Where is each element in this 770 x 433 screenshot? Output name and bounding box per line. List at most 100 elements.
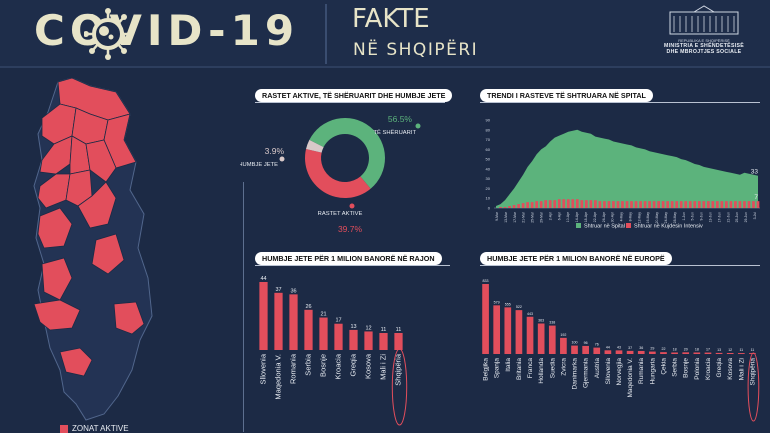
bar	[649, 351, 656, 354]
icu-bar	[729, 201, 733, 208]
title-underline	[480, 102, 760, 103]
highlight-ring	[747, 352, 760, 422]
area-chart: 0 10 20 30 40 50 60 70 80 90 33 7 9-Mar 13-Mar 17-Mar 2…	[486, 118, 760, 230]
donut-percent-label: 39.7%	[338, 224, 363, 234]
icu-bar	[539, 201, 543, 208]
icu-bar	[598, 201, 602, 208]
icu-bar	[711, 201, 715, 208]
bar-value-label: 443	[527, 312, 533, 316]
section-divider	[243, 182, 244, 432]
x-tick-label: 29-Jun	[744, 212, 748, 222]
icu-bar	[715, 201, 719, 208]
bar-value-label: 11	[396, 327, 402, 333]
bar-value-label: 363	[538, 318, 544, 322]
map-legend-swatch	[60, 424, 68, 433]
donut-slice	[305, 149, 371, 198]
icu-bar	[666, 201, 670, 208]
bar-value-label: 12	[728, 348, 732, 352]
bar	[274, 292, 283, 350]
ministry-logo: REPUBLIKA E SHQIPËRISË MINISTRIA E SHËND…	[640, 4, 768, 55]
bar-value-label: 833	[483, 279, 489, 283]
title-underline	[480, 265, 760, 266]
donut-slice	[309, 118, 385, 189]
donut-chart: 56.5% TË SHËRUARIT 39.7% RASTET AKTIVE 3.9% H…	[240, 114, 421, 234]
icu-bar	[643, 201, 647, 208]
icu-bar	[639, 201, 642, 208]
ministry-line2: MINISTRIA E SHËNDETËSISË	[664, 43, 744, 49]
legend-label-icu: Shtruar në Kujdesin Intensiv	[634, 224, 703, 230]
bar	[537, 323, 545, 354]
title-underline	[255, 265, 450, 266]
bar-value-label: 11	[739, 348, 743, 352]
bar-value-label: 17	[335, 318, 341, 324]
icu-bar	[648, 201, 651, 208]
x-tick-label: 16-May	[646, 212, 650, 224]
x-tick-label: 17-Jun	[717, 212, 721, 222]
icu-bar	[630, 201, 633, 208]
y-tick-label: 70	[486, 137, 491, 142]
bar-category-label: Rumania	[638, 358, 645, 384]
bar-category-label: Italia	[505, 358, 512, 372]
icu-bar	[503, 207, 507, 208]
bar	[637, 350, 645, 354]
bar	[482, 284, 489, 354]
area-chart-title: TRENDI I RASTEVE TË SHTRUARA NË SPITAL	[480, 89, 653, 102]
donut-slice	[306, 139, 324, 153]
area-series-hospitalized	[496, 129, 758, 208]
icu-bar	[517, 204, 520, 208]
active-zone	[113, 301, 145, 335]
x-tick-label: 22-Apr	[593, 211, 597, 222]
donut-percent-label: 56.5%	[388, 114, 413, 124]
bar-value-label: 192	[560, 333, 566, 337]
icu-bar	[566, 199, 570, 208]
bar	[604, 350, 612, 354]
bar-value-label: 44	[606, 345, 610, 349]
x-tick-label: 18-Apr	[584, 211, 588, 222]
bar-category-label: Britania	[516, 358, 523, 380]
bar-value-label: 522	[516, 305, 522, 309]
icu-bar	[747, 201, 751, 208]
x-tick-label: 21-Jun	[726, 212, 730, 222]
x-tick-label: 10-Apr	[566, 211, 570, 222]
fakte-title: FAKTE	[352, 4, 430, 34]
icu-bar	[657, 201, 660, 208]
bar-category-label: Kosova	[727, 358, 734, 380]
bar-value-label: 37	[275, 287, 281, 293]
x-tick-label: 24-May	[664, 212, 668, 224]
x-tick-label: 9-Jun	[700, 212, 704, 221]
bar	[319, 317, 328, 350]
x-tick-label: 6-Apr	[557, 211, 561, 220]
bar-category-label: Belgjika	[483, 358, 490, 381]
bar-value-label: 12	[365, 325, 371, 331]
icu-bar	[616, 201, 620, 208]
bar-value-label: 36	[639, 346, 643, 350]
y-tick-label: 10	[486, 196, 491, 201]
x-tick-label: 2-Apr	[548, 211, 552, 220]
icu-bar	[621, 201, 624, 208]
bar-category-label: Shqipëria	[394, 353, 403, 386]
x-tick-label: 13-Mar	[504, 211, 508, 223]
header-divider	[325, 4, 327, 64]
ministry-building-icon	[669, 5, 739, 35]
bar-category-label: Bosnje	[683, 358, 690, 378]
bar	[515, 310, 523, 354]
bar-category-label: Serbia	[672, 358, 679, 377]
icu-bar	[702, 201, 706, 208]
x-tick-label: 12-May	[637, 212, 641, 224]
bar	[682, 352, 690, 354]
icu-bar	[738, 201, 742, 208]
virus-icon	[84, 8, 132, 60]
active-zone	[33, 299, 81, 331]
bar-value-label: 13	[717, 348, 721, 352]
bar-category-label: Austria	[594, 358, 601, 379]
bar	[582, 345, 589, 354]
bar	[593, 347, 601, 354]
header-bar: COVID-19 FAKTE NË SHQIPËRI	[0, 0, 770, 68]
highlight-ring	[391, 348, 408, 426]
x-tick-label: 28-May	[673, 212, 677, 224]
icu-bar	[544, 200, 548, 208]
x-tick-label: 29-Mar	[539, 211, 543, 223]
bar-value-label: 43	[617, 345, 621, 349]
icu-bar	[499, 207, 502, 208]
icu-bar	[548, 200, 552, 208]
